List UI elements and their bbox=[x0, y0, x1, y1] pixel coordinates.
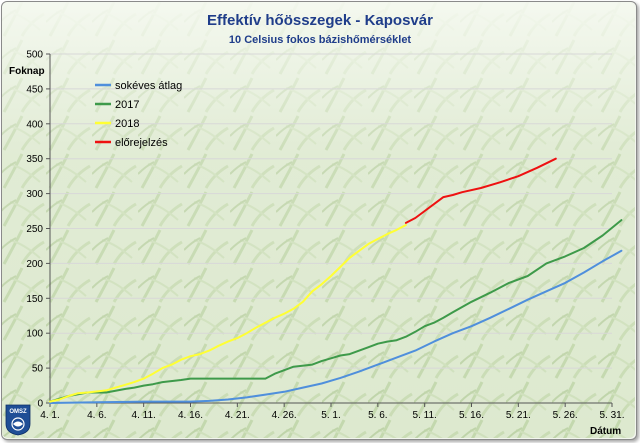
x-tick-label: 5. 11. bbox=[413, 410, 437, 421]
legend-label: 2017 bbox=[115, 99, 139, 111]
x-tick-label: 4. 16. bbox=[178, 410, 203, 421]
x-axis-label: Dátum bbox=[590, 426, 622, 437]
y-tick-label: 400 bbox=[26, 119, 43, 130]
legend: sokéves átlag 2017 2018 előrejelzés bbox=[95, 80, 182, 149]
y-tick-label: 300 bbox=[26, 189, 43, 200]
omsz-logo: OMSZ bbox=[5, 404, 31, 436]
x-tick-label: 5. 26. bbox=[553, 410, 578, 421]
series-line bbox=[49, 219, 623, 403]
grid-lines bbox=[50, 53, 612, 369]
x-tick-label: 4. 6. bbox=[87, 410, 106, 421]
logo-text: OMSZ bbox=[9, 409, 27, 415]
background-fade bbox=[2, 2, 635, 438]
legend-label: 2018 bbox=[115, 118, 139, 130]
y-tick-label: 100 bbox=[26, 329, 43, 340]
y-tick-label: 200 bbox=[26, 259, 43, 270]
y-tick-label: 450 bbox=[26, 84, 43, 95]
y-tick-label: 150 bbox=[26, 294, 43, 305]
y-tick-label: 250 bbox=[26, 224, 43, 235]
x-tick-label: 4. 1. bbox=[40, 410, 59, 421]
chart-title: Effektív hőösszegek - Kaposvár bbox=[207, 12, 433, 29]
x-tick-label: 4. 26. bbox=[272, 410, 297, 421]
tick-labels: 0 50 100 150 200 250 300 350 400 450 500 4. 1. 4. 6.… bbox=[26, 50, 624, 422]
x-tick-label: 5. 1. bbox=[321, 410, 340, 421]
x-tick-label: 5. 16. bbox=[459, 410, 484, 421]
x-tick-label: 5. 6. bbox=[368, 410, 387, 421]
y-tick-label: 50 bbox=[32, 364, 44, 375]
y-tick-label: 500 bbox=[26, 50, 43, 61]
series-line bbox=[49, 224, 407, 403]
axes bbox=[46, 53, 613, 407]
series-line bbox=[49, 249, 623, 404]
y-tick-label: 0 bbox=[37, 399, 43, 410]
legend-label: sokéves átlag bbox=[115, 80, 182, 92]
legend-label: előrejelzés bbox=[115, 137, 168, 149]
series-lines bbox=[49, 157, 623, 404]
x-tick-label: 4. 21. bbox=[225, 410, 250, 421]
y-axis-label: Foknap bbox=[9, 66, 45, 77]
x-tick-label: 4. 11. bbox=[132, 410, 156, 421]
series-line bbox=[404, 157, 557, 224]
y-tick-label: 350 bbox=[26, 154, 43, 165]
x-tick-label: 5. 31. bbox=[599, 410, 624, 421]
x-tick-label: 5. 21. bbox=[506, 410, 531, 421]
chart-subtitle: 10 Celsius fokos bázishőmérséklet bbox=[228, 34, 412, 46]
